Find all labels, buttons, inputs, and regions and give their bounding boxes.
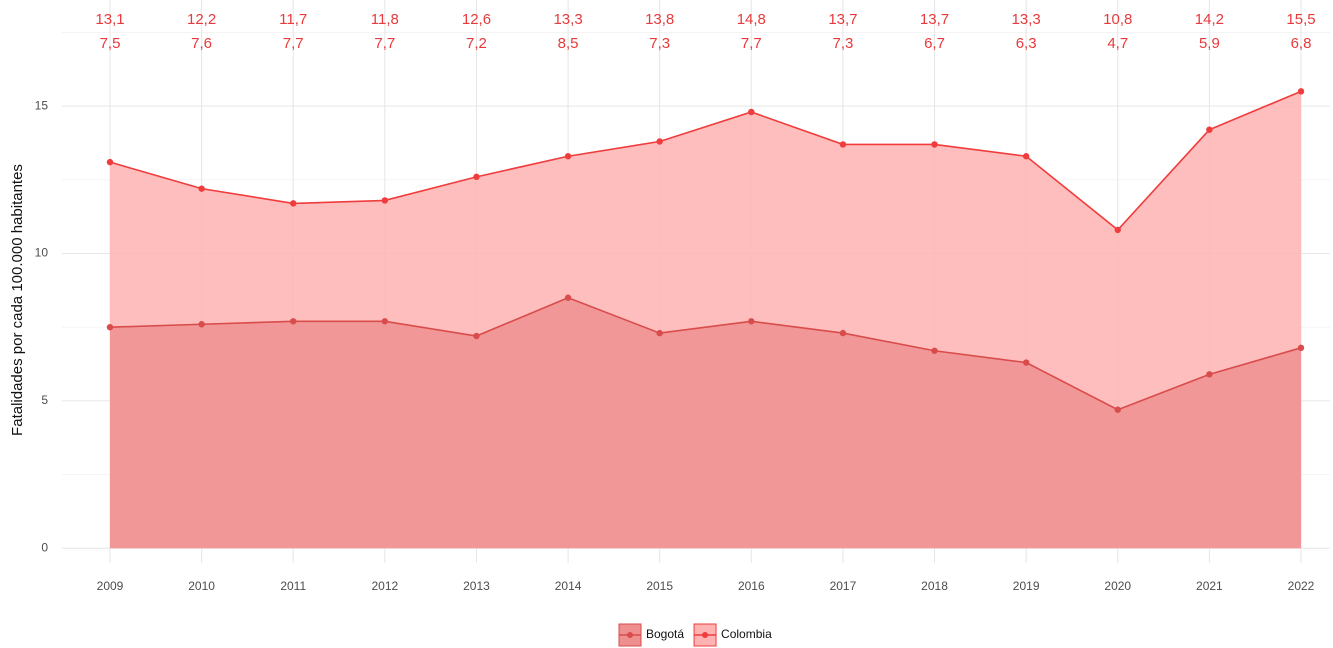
x-tick-label: 2021 xyxy=(1196,579,1223,593)
x-tick-label: 2022 xyxy=(1288,579,1315,593)
x-tick-label: 2010 xyxy=(188,579,215,593)
x-tick-label: 2009 xyxy=(97,579,124,593)
value-label: 6,8 xyxy=(1291,35,1312,52)
point xyxy=(748,318,755,325)
value-label: 7,2 xyxy=(466,35,487,52)
point xyxy=(290,200,297,207)
point xyxy=(931,141,938,148)
y-tick-label: 5 xyxy=(41,393,48,407)
y-axis-label: Fatalidades por cada 100.000 habitantes xyxy=(9,164,26,436)
point xyxy=(290,318,297,325)
point xyxy=(1022,153,1030,160)
point xyxy=(1297,88,1305,95)
line xyxy=(109,296,1302,411)
point xyxy=(1297,344,1305,352)
point xyxy=(748,108,755,116)
point xyxy=(106,158,114,166)
value-label: 12,6 xyxy=(462,11,491,28)
value-label: 12,2 xyxy=(187,11,216,28)
value-label: 15,5 xyxy=(1286,11,1315,28)
point xyxy=(1114,406,1121,413)
point xyxy=(1022,359,1030,366)
value-label: 13,3 xyxy=(553,11,582,28)
point xyxy=(198,185,205,192)
point xyxy=(564,294,572,301)
y-tick-label: 15 xyxy=(35,98,49,112)
x-tick-label: 2014 xyxy=(555,579,582,593)
point xyxy=(1114,226,1121,234)
value-label: 7,3 xyxy=(649,35,670,52)
value-label: 14,8 xyxy=(737,11,766,28)
value-label: 7,6 xyxy=(191,35,212,52)
value-label: 8,5 xyxy=(558,35,579,52)
value-label: 7,7 xyxy=(374,35,395,52)
x-tick-label: 2013 xyxy=(463,579,490,593)
x-tick-label: 2018 xyxy=(921,579,948,593)
value-label: 10,8 xyxy=(1103,11,1132,28)
value-label: 6,7 xyxy=(924,35,945,52)
point xyxy=(1206,126,1213,133)
point xyxy=(381,318,389,325)
point xyxy=(473,173,480,181)
x-tick-label: 2016 xyxy=(738,579,765,593)
point xyxy=(564,153,572,160)
point xyxy=(839,141,847,148)
y-tick-label: 0 xyxy=(41,540,48,554)
point xyxy=(931,347,938,354)
x-tick-label: 2015 xyxy=(646,579,673,593)
value-label: 7,7 xyxy=(283,35,304,52)
x-tick-label: 2019 xyxy=(1013,579,1040,593)
point xyxy=(473,332,480,340)
x-tick-label: 2017 xyxy=(830,579,857,593)
value-label: 14,2 xyxy=(1195,11,1224,28)
y-tick-label: 10 xyxy=(35,246,49,260)
value-label: 13,8 xyxy=(645,11,674,28)
x-tick-label: 2020 xyxy=(1104,579,1131,593)
point xyxy=(381,197,389,204)
point xyxy=(656,138,663,145)
point xyxy=(106,323,114,331)
value-label: 13,3 xyxy=(1012,11,1041,28)
legend-label: Colombia xyxy=(721,627,772,641)
x-tick-label: 2012 xyxy=(371,579,398,593)
value-label: 13,1 xyxy=(95,11,124,28)
point xyxy=(198,321,205,328)
value-label: 5,9 xyxy=(1199,35,1220,52)
value-label: 11,7 xyxy=(279,11,307,28)
value-label: 6,3 xyxy=(1016,35,1037,52)
point xyxy=(839,329,847,337)
value-label: 11,8 xyxy=(371,11,399,28)
line xyxy=(109,90,1302,232)
legend-key-point xyxy=(702,632,709,638)
point xyxy=(656,329,663,337)
value-label: 4,7 xyxy=(1107,35,1128,52)
legend-label: Bogotá xyxy=(646,627,684,641)
value-label: 7,5 xyxy=(100,35,121,52)
value-label: 13,7 xyxy=(920,11,949,28)
x-tick-label: 2011 xyxy=(280,579,306,593)
value-label: 7,7 xyxy=(741,35,762,52)
point xyxy=(1206,371,1213,378)
legend-key-point xyxy=(627,632,633,638)
value-label: 7,3 xyxy=(832,35,853,52)
value-label: 13,7 xyxy=(828,11,857,28)
